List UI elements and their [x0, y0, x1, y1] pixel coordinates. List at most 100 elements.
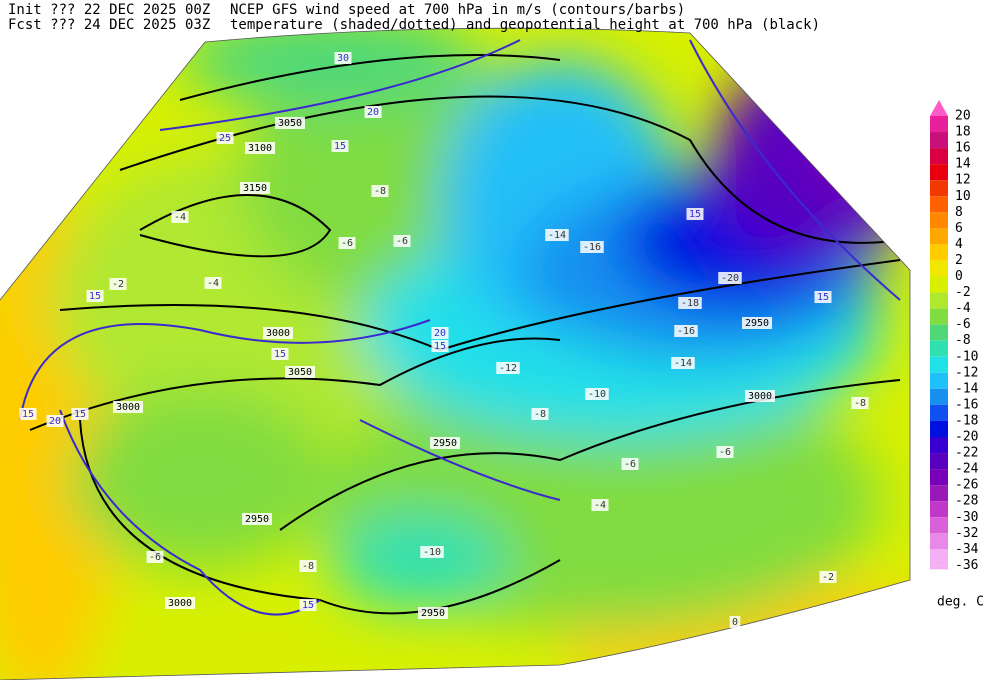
- colorbar-label: -22: [955, 446, 978, 461]
- heights-label: 3050: [278, 118, 302, 129]
- colorbar-box: [930, 148, 948, 165]
- wind-label: 15: [817, 292, 829, 303]
- label-background: [621, 458, 639, 470]
- label-background: [431, 327, 449, 339]
- colorbar-label: 16: [955, 141, 971, 156]
- colorbar-box: [930, 308, 948, 325]
- colorbar-box: [930, 324, 948, 341]
- temperature-label: -6: [149, 552, 161, 563]
- colorbar-label: 2: [955, 253, 963, 268]
- label-background: [814, 291, 832, 303]
- colorbar-label: -28: [955, 494, 978, 509]
- wind-label: 15: [22, 409, 34, 420]
- label-background: [393, 235, 411, 247]
- title-line: NCEP GFS wind speed at 700 hPa in m/s (c…: [230, 2, 685, 18]
- label-background: [531, 408, 549, 420]
- colorbar-box: [930, 196, 948, 213]
- label-background: [331, 140, 349, 152]
- heights-label: 3000: [748, 391, 772, 402]
- map-border: [0, 27, 911, 680]
- colorbar-label: 4: [955, 237, 963, 252]
- label-background: [19, 408, 37, 420]
- init-line: Init ??? 22 DEC 2025 00Z: [8, 2, 210, 18]
- colorbar-box: [930, 517, 948, 534]
- heights-label: 3000: [116, 402, 140, 413]
- label-background: [109, 278, 127, 290]
- colorbar-box: [930, 453, 948, 470]
- label-background: [86, 290, 104, 302]
- label-background: [204, 277, 222, 289]
- colorbar-box: [930, 244, 948, 261]
- label-background: [165, 597, 195, 609]
- wind-label: 20: [49, 416, 61, 427]
- temperature-label: -4: [174, 212, 186, 223]
- wind-label: 15: [274, 349, 286, 360]
- colorbar-label: -10: [955, 349, 978, 364]
- label-background: [299, 599, 317, 611]
- wind-label: 15: [89, 291, 101, 302]
- label-background: [674, 325, 698, 337]
- label-background: [364, 106, 382, 118]
- wind-label: 15: [689, 209, 701, 220]
- label-background: [299, 560, 317, 572]
- wind-label: 15: [334, 141, 346, 152]
- temperature-label: -6: [341, 238, 353, 249]
- heights-label: 2950: [245, 514, 269, 525]
- colorbar-box: [930, 388, 948, 405]
- colorbar-box: [930, 340, 948, 357]
- height-contours: [29, 54, 901, 615]
- temperature-label: -12: [499, 363, 517, 374]
- colorbar-box: [930, 116, 948, 133]
- temperature-label: -2: [112, 279, 124, 290]
- label-background: [242, 513, 272, 525]
- colorbar-arrow: [930, 100, 948, 116]
- temperature-label: -16: [677, 326, 695, 337]
- heights-label: 3050: [288, 367, 312, 378]
- label-background: [240, 182, 270, 194]
- colorbar-label: 12: [955, 173, 971, 188]
- label-background: [591, 499, 609, 511]
- label-background: [431, 340, 449, 352]
- label-background: [678, 297, 702, 309]
- label-background: [334, 52, 352, 64]
- label-background: [742, 317, 772, 329]
- heights-label: 2950: [421, 608, 445, 619]
- heights-label: 2950: [433, 438, 457, 449]
- label-background: [718, 272, 742, 284]
- wind-label: 25: [219, 133, 231, 144]
- wind-label: 20: [367, 107, 379, 118]
- label-background: [113, 401, 143, 413]
- colorbar-label: -2: [955, 285, 971, 300]
- heights-label: 3000: [168, 598, 192, 609]
- colorbar-box: [930, 164, 948, 181]
- temperature-label: -6: [624, 459, 636, 470]
- label-background: [819, 571, 837, 583]
- label-background: [580, 241, 604, 253]
- colorbar-label: -30: [955, 510, 978, 525]
- map-area: [0, 28, 910, 680]
- colorbar: 20181614121086420-2-4-6-8-10-12-14-16-18…: [930, 100, 979, 573]
- temperature-label: -14: [548, 230, 566, 241]
- colorbar-box: [930, 549, 948, 566]
- colorbar-box: [930, 501, 948, 518]
- label-background: [585, 388, 609, 400]
- colorbar-label: -36: [955, 558, 978, 573]
- label-background: [545, 229, 569, 241]
- label-background: [171, 211, 189, 223]
- colorbar-label: 20: [955, 109, 971, 124]
- colorbar-label: 14: [955, 157, 971, 172]
- colorbar-box: [930, 469, 948, 486]
- label-background: [271, 348, 289, 360]
- label-background: [671, 357, 695, 369]
- colorbar-unit: deg. C: [937, 595, 984, 610]
- label-background: [285, 366, 315, 378]
- wind-label: 15: [74, 409, 86, 420]
- colorbar-label: -16: [955, 397, 978, 412]
- temperature-label: -10: [423, 547, 441, 558]
- label-background: [430, 437, 460, 449]
- label-background: [496, 362, 520, 374]
- colorbar-label: -8: [955, 333, 971, 348]
- temperature-label: -14: [674, 358, 692, 369]
- label-background: [745, 390, 775, 402]
